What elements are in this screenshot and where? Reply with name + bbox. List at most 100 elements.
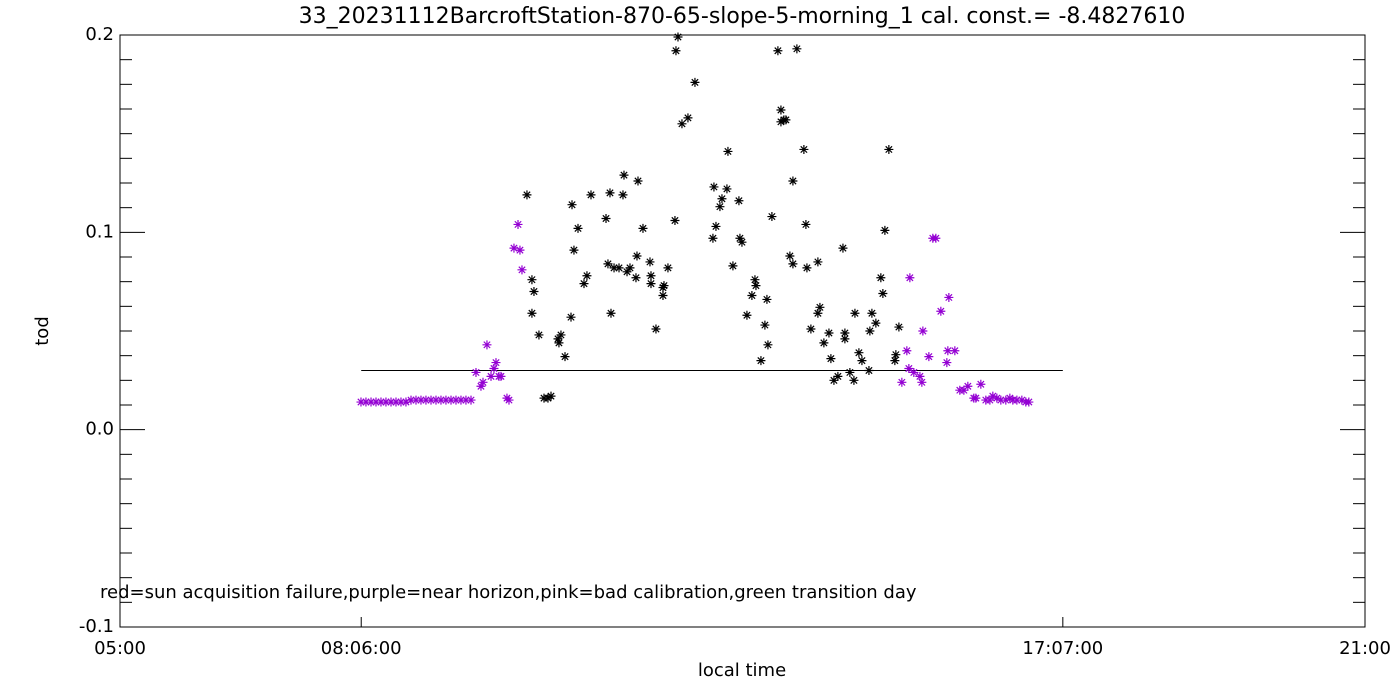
data-point <box>376 397 386 407</box>
data-point <box>711 221 721 231</box>
data-point <box>618 190 628 200</box>
data-point <box>609 263 619 273</box>
data-point <box>773 46 783 56</box>
data-point <box>833 371 843 381</box>
data-point <box>894 322 904 332</box>
data-point <box>815 302 825 312</box>
data-point <box>441 395 451 405</box>
data-point <box>527 308 537 318</box>
data-point <box>781 115 791 125</box>
data-point <box>801 219 811 229</box>
data-point <box>909 367 919 377</box>
data-point <box>876 273 886 283</box>
data-point <box>742 310 752 320</box>
data-point <box>756 356 766 366</box>
data-point <box>466 395 476 405</box>
data-point <box>992 393 1002 403</box>
data-point <box>601 214 611 224</box>
data-point <box>735 233 745 243</box>
data-point <box>386 397 396 407</box>
data-point <box>813 257 823 267</box>
y-tick-label: 0.0 <box>85 419 114 440</box>
data-point <box>737 237 747 247</box>
data-point <box>878 289 888 299</box>
data-point <box>431 395 441 405</box>
data-point <box>792 44 802 54</box>
data-point <box>819 338 829 348</box>
data-point <box>517 265 527 275</box>
data-point <box>1012 395 1022 405</box>
annotation: red=sun acquisition failure,purple=near … <box>100 582 917 603</box>
data-point <box>416 395 426 405</box>
data-point <box>985 395 995 405</box>
data-point <box>891 350 901 360</box>
data-point <box>915 371 925 381</box>
data-point <box>829 375 839 385</box>
data-point <box>924 352 934 362</box>
data-point <box>633 176 643 186</box>
data-point <box>747 290 757 300</box>
data-point <box>663 263 673 273</box>
data-point <box>646 271 656 281</box>
data-point <box>513 219 523 229</box>
data-point <box>806 324 816 334</box>
data-point <box>760 320 770 330</box>
data-point <box>917 377 927 387</box>
data-point <box>625 263 635 273</box>
data-point <box>767 212 777 222</box>
data-point <box>356 397 366 407</box>
data-point <box>411 395 421 405</box>
data-point <box>722 184 732 194</box>
x-tick-label: 17:07:00 <box>1022 638 1103 659</box>
data-point <box>381 397 391 407</box>
data-point <box>762 294 772 304</box>
data-point <box>871 318 881 328</box>
data-point <box>670 215 680 225</box>
data-point <box>849 375 859 385</box>
data-point <box>606 308 616 318</box>
x-tick-label: 05:00 <box>94 638 146 659</box>
data-point <box>476 381 486 391</box>
data-point <box>361 397 371 407</box>
data-point <box>461 395 471 405</box>
data-point <box>683 113 693 123</box>
data-point <box>776 105 786 115</box>
data-point <box>1024 397 1034 407</box>
data-point <box>504 395 514 405</box>
data-point <box>546 391 556 401</box>
data-point <box>622 267 632 277</box>
data-point <box>838 243 848 253</box>
x-tick-label: 08:06:00 <box>321 638 402 659</box>
data-point <box>619 170 629 180</box>
data-point <box>605 188 615 198</box>
data-point <box>734 196 744 206</box>
data-point <box>840 328 850 338</box>
data-point <box>638 223 648 233</box>
data-point <box>579 279 589 289</box>
data-point <box>534 330 544 340</box>
data-point <box>456 395 466 405</box>
data-point <box>527 275 537 285</box>
data-point <box>824 328 834 338</box>
data-point <box>658 283 668 293</box>
data-point <box>996 395 1006 405</box>
data-point <box>603 259 613 269</box>
y-tick-label: 0.2 <box>85 24 114 45</box>
data-point <box>850 308 860 318</box>
data-point <box>717 194 727 204</box>
data-point <box>864 365 874 375</box>
data-point <box>646 279 656 289</box>
data-point <box>567 200 577 210</box>
data-point <box>421 395 431 405</box>
data-point <box>396 397 406 407</box>
data-point <box>708 233 718 243</box>
data-point <box>763 340 773 350</box>
data-point <box>751 281 761 291</box>
data-point <box>515 245 525 255</box>
data-point <box>566 312 576 322</box>
data-point <box>489 363 499 373</box>
data-point <box>799 144 809 154</box>
data-point <box>963 381 973 391</box>
data-point <box>845 367 855 377</box>
data-point <box>884 144 894 154</box>
